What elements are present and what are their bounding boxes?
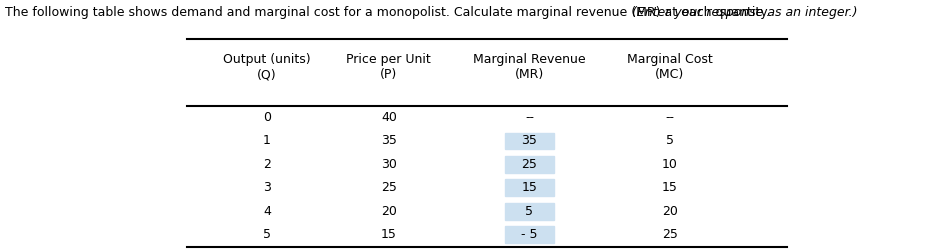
Text: 20: 20 <box>381 205 396 218</box>
Text: (Enter your response as an integer.): (Enter your response as an integer.) <box>632 6 857 19</box>
Text: 1: 1 <box>263 134 271 147</box>
Text: 20: 20 <box>662 205 677 218</box>
Text: 4: 4 <box>263 205 271 218</box>
Text: Marginal Revenue
(MR): Marginal Revenue (MR) <box>473 53 585 81</box>
Text: 25: 25 <box>381 181 396 194</box>
Text: 15: 15 <box>662 181 677 194</box>
Text: 25: 25 <box>521 158 536 171</box>
Text: 35: 35 <box>381 134 396 147</box>
Text: - 5: - 5 <box>520 228 537 241</box>
Text: 10: 10 <box>662 158 677 171</box>
Text: Output (units)
(Q): Output (units) (Q) <box>223 53 311 81</box>
Text: Marginal Cost
(MC): Marginal Cost (MC) <box>626 53 712 81</box>
Text: The following table shows demand and marginal cost for a monopolist. Calculate m: The following table shows demand and mar… <box>5 6 773 19</box>
FancyBboxPatch shape <box>505 132 553 149</box>
Text: 0: 0 <box>263 111 271 124</box>
Text: 2: 2 <box>263 158 271 171</box>
Text: 5: 5 <box>665 134 673 147</box>
Text: 35: 35 <box>521 134 536 147</box>
FancyBboxPatch shape <box>505 180 553 196</box>
Text: 40: 40 <box>381 111 396 124</box>
Text: 3: 3 <box>263 181 271 194</box>
FancyBboxPatch shape <box>505 226 553 243</box>
Text: 30: 30 <box>381 158 396 171</box>
Text: --: -- <box>665 111 674 124</box>
Text: --: -- <box>524 111 534 124</box>
FancyBboxPatch shape <box>505 203 553 220</box>
Text: 15: 15 <box>381 228 396 241</box>
Text: 5: 5 <box>525 205 533 218</box>
Text: Price per Unit
(P): Price per Unit (P) <box>346 53 431 81</box>
Text: 5: 5 <box>263 228 271 241</box>
Text: 25: 25 <box>662 228 677 241</box>
FancyBboxPatch shape <box>505 156 553 173</box>
Text: 15: 15 <box>521 181 536 194</box>
